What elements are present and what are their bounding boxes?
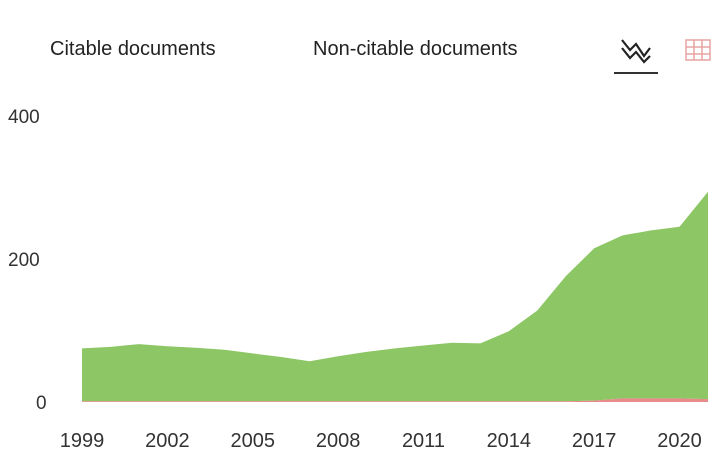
table-grid-icon (685, 39, 711, 61)
x-tick-label: 2002 (145, 430, 190, 452)
legend-non-citable-documents[interactable]: Non-citable documents (313, 38, 518, 60)
x-tick-label: 2014 (487, 430, 532, 452)
x-tick-label: 2020 (657, 430, 702, 452)
x-tick-label: 1999 (60, 430, 105, 452)
legend-citable-documents[interactable]: Citable documents (50, 38, 216, 60)
x-tick-label: 2008 (316, 430, 361, 452)
x-tick-label: 2017 (572, 430, 617, 452)
line-view-button[interactable] (614, 28, 658, 74)
x-tick-label: 2011 (402, 430, 445, 452)
y-tick-label: 200 (8, 250, 40, 271)
area-series-non-citable-documents (82, 398, 708, 402)
area-series-citable-documents (82, 191, 708, 402)
y-tick-label: 400 (8, 107, 40, 128)
table-view-button[interactable] (676, 28, 720, 72)
line-chart-icon (621, 39, 651, 64)
x-tick-label: 2005 (230, 430, 275, 452)
y-tick-label: 0 (36, 393, 47, 414)
